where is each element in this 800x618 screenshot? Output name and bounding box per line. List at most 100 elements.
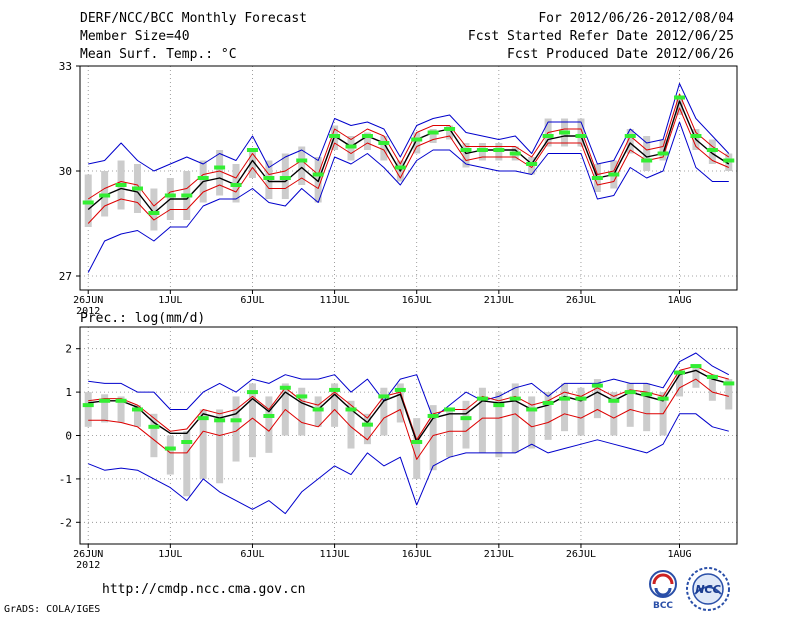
panel2-marker-point: [230, 418, 242, 423]
panel1-xtick-label: 16JUL: [402, 295, 432, 306]
panel2-spread-bar: [363, 413, 371, 445]
panel2-marker-point: [197, 416, 209, 421]
panel2-marker-point: [575, 396, 587, 401]
panel1-spread-bar: [446, 125, 454, 140]
panel2-spread-bar: [199, 409, 207, 479]
panel1-marker-point: [230, 183, 242, 187]
panel1-spread-bar: [462, 143, 470, 168]
forecast-period: For 2012/06/26-2012/08/04: [538, 11, 734, 26]
panel1-spread-bar: [413, 132, 421, 154]
panel2-marker-point: [164, 446, 176, 451]
panel1-spread-bar: [150, 188, 158, 231]
panel2-spread-bar: [84, 392, 92, 427]
panel2-year-label: 2012: [76, 560, 100, 571]
panel1-marker-point: [361, 134, 373, 138]
panel1-spread-bar: [248, 150, 256, 178]
panel1-marker-point: [575, 134, 587, 138]
chart-title: DERF/NCC/BCC Monthly Forecast: [80, 11, 307, 26]
panel2-xtick-label: 21JUL: [484, 549, 514, 560]
source-url[interactable]: http://cmdp.ncc.cma.gov.cn: [102, 582, 306, 597]
panel1-marker-point: [559, 130, 571, 135]
panel1-xtick-label: 1JUL: [158, 295, 182, 306]
panel2-max-line: [88, 352, 730, 419]
panel2-marker-point: [246, 390, 258, 395]
panel1-spread-bar: [429, 129, 437, 143]
panel2-spread-bar: [380, 387, 388, 436]
panel2-spread-bar: [216, 409, 224, 484]
panel1-marker-point: [164, 193, 176, 198]
panel2-xtick-label: 11JUL: [320, 549, 350, 560]
panel1-marker-point: [197, 176, 209, 180]
panel2-plot-frame: [79, 326, 738, 545]
panel1-marker-point: [329, 134, 341, 138]
panel1-marker-point: [148, 211, 160, 215]
panel1-mean-line: [87, 100, 730, 214]
panel2-marker-point: [559, 396, 571, 401]
panel2-marker-point: [509, 396, 521, 401]
panel2-marker-point: [444, 407, 456, 412]
fcst-started-date: Fcst Started Refer Date 2012/06/25: [467, 29, 734, 44]
fcst-produced-date: Fcst Produced Date 2012/06/26: [507, 47, 734, 62]
panel2-marker-point: [378, 394, 390, 399]
panel2-upper-band-line: [88, 365, 729, 441]
panel1-marker-point: [394, 165, 406, 170]
panel1-marker-point: [608, 172, 620, 177]
panel1-marker-point: [526, 162, 538, 166]
panel2-spread-bar: [248, 383, 256, 458]
panel1-marker-point: [214, 165, 226, 170]
panel2-marker-point: [591, 383, 603, 388]
panel1-ytick-label: 33: [59, 60, 72, 73]
panel2-spread-bar: [528, 396, 536, 449]
panel2-spread-bar: [298, 387, 306, 436]
panel2-marker-point: [674, 370, 686, 375]
panel1-spread-bar: [380, 136, 388, 161]
panel2-xtick-label: 16JUL: [402, 549, 432, 560]
panel1-marker-point: [279, 176, 291, 180]
panel1-xtick-label: 26JUL: [566, 295, 596, 306]
panel2-spread-bar: [626, 383, 634, 427]
panel2-spread-bar: [511, 383, 519, 453]
panel2-xtick-label: 6JUL: [240, 549, 264, 560]
panel2-marker-point: [394, 387, 406, 392]
panel1-spread-bar: [216, 150, 224, 196]
panel2-spread-bar: [396, 383, 404, 423]
panel1-marker-point: [82, 200, 94, 205]
panel1-xtick-label: 21JUL: [484, 295, 514, 306]
panel2-min-line: [88, 413, 729, 515]
panel1-marker-point: [411, 137, 423, 142]
panel2-spread-bar: [413, 418, 421, 479]
panel2-ytick-label: 0: [65, 430, 72, 443]
panel2-marker-point: [312, 407, 324, 412]
panel1-marker-point: [690, 134, 702, 138]
panel1-marker-point: [542, 134, 554, 138]
panel1-marker-point: [444, 127, 456, 131]
panel2-spread-bar: [101, 394, 109, 423]
panel2-spread-bar: [117, 396, 125, 423]
panel1-marker-point: [131, 186, 143, 191]
panel1-lower-band-line: [87, 107, 729, 224]
panel1-spread-bar: [363, 132, 371, 150]
panel2-spread-bar: [314, 396, 322, 427]
panel1-marker-point: [509, 151, 521, 156]
panel2-spread-bar: [429, 405, 437, 471]
panel2-spread-bar: [265, 396, 273, 453]
panel2-spread-bar: [725, 379, 733, 410]
panel1-spread-bar: [643, 136, 651, 171]
panel1-marker-point: [657, 151, 669, 156]
panel2-spread-bar: [495, 392, 503, 458]
panel1-xtick-label: 11JUL: [320, 295, 350, 306]
panel1-xtick-label: 26JUN: [73, 295, 103, 306]
panel2-spread-bar: [544, 392, 552, 440]
panel2-marker-point: [706, 374, 718, 379]
panel1-marker-point: [345, 144, 357, 149]
panel1-marker-point: [181, 193, 193, 198]
panel1-plot-frame: [79, 65, 738, 291]
panel2-xtick-label: 26JUN: [73, 549, 103, 560]
ncc-logo-text: NCC: [695, 583, 720, 596]
panel2-marker-point: [427, 413, 439, 418]
panel2-spread-bar: [232, 396, 240, 462]
panel1-marker-point: [378, 141, 390, 145]
panel2-marker-point: [493, 403, 505, 408]
panel2-marker-point: [82, 403, 94, 408]
